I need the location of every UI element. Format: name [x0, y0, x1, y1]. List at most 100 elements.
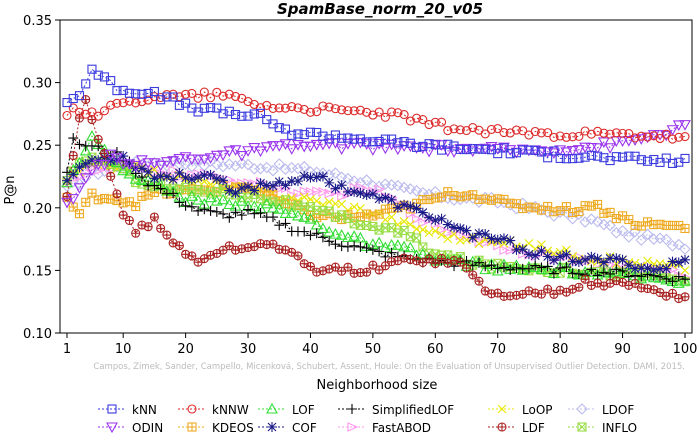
data-point-ldf: [119, 211, 128, 220]
data-point-knn: [530, 145, 540, 155]
data-point-cof: [511, 244, 522, 255]
data-point-knn: [599, 153, 609, 163]
data-point-ldf: [468, 270, 477, 279]
legend-marker-odin: [106, 422, 118, 434]
data-point-cof: [492, 234, 503, 245]
data-point-knn: [206, 103, 216, 113]
data-point-cof: [68, 169, 79, 180]
data-point-fastabod: [318, 187, 330, 197]
data-point-cof: [430, 215, 441, 226]
data-point-ldof: [610, 226, 623, 239]
data-point-ldf: [537, 290, 546, 299]
data-point-knn: [536, 147, 546, 157]
data-point-simplifiedlof: [680, 274, 690, 285]
data-point-ldof: [329, 167, 342, 179]
data-point-odin: [304, 141, 317, 153]
data-point-kdeos: [681, 224, 689, 233]
data-point-knn: [255, 108, 266, 118]
data-point-knn: [137, 89, 147, 99]
data-point-ldof: [672, 238, 685, 251]
data-point-cof: [230, 188, 241, 199]
data-point-simplifiedlof: [480, 261, 491, 272]
data-point-ldf: [250, 242, 259, 251]
chart-title: SpamBase_norm_20_v05: [277, 0, 483, 18]
data-point-odin: [248, 143, 261, 154]
data-point-ldf: [106, 172, 115, 181]
data-point-knn: [524, 145, 534, 155]
data-point-knn: [449, 141, 459, 151]
data-point-cof: [349, 186, 360, 197]
data-point-knnw: [287, 102, 297, 112]
data-point-knnw: [468, 123, 478, 133]
data-point-knnw: [81, 109, 91, 119]
data-point-ldf: [593, 279, 602, 288]
data-point-cof: [567, 256, 578, 267]
data-point-cof: [455, 223, 466, 234]
data-point-simplifiedlof: [548, 268, 559, 279]
data-point-odin: [92, 159, 105, 171]
data-point-knnw: [293, 103, 303, 113]
data-point-knnw: [187, 88, 197, 98]
data-point-ldf: [618, 278, 627, 287]
data-point-fastabod: [374, 184, 386, 195]
data-point-knnw: [193, 93, 203, 103]
data-point-loop: [430, 226, 440, 236]
data-point-knnw: [374, 107, 384, 117]
data-point-ldf: [425, 254, 434, 263]
data-point-cof: [255, 178, 266, 189]
data-point-knn: [412, 142, 422, 152]
data-point-simplifiedlof: [317, 232, 328, 243]
data-point-cof: [655, 263, 666, 274]
data-point-cof: [274, 176, 285, 187]
data-point-knn: [212, 103, 222, 113]
data-point-lof: [285, 207, 298, 218]
data-point-simplifiedlof: [611, 264, 622, 275]
data-point-simplifiedlof: [374, 246, 385, 257]
data-point-ldof: [604, 219, 616, 232]
data-point-knn: [505, 149, 515, 159]
data-point-loop: [680, 266, 690, 275]
data-point-odin: [572, 145, 585, 156]
data-point-ldof: [679, 243, 691, 255]
data-point-kdeos: [606, 208, 615, 217]
legend-label-kdeos: KDEOS: [212, 421, 254, 434]
data-point-knnw: [680, 131, 690, 142]
data-point-knnw: [518, 126, 528, 136]
data-point-inflo: [399, 225, 409, 235]
data-point-knnw: [305, 107, 316, 117]
data-point-cof: [573, 257, 584, 268]
legend-item-knnw: kNNW: [178, 403, 249, 417]
data-point-knn: [511, 148, 522, 158]
data-point-cof: [555, 251, 566, 262]
data-point-inflo: [380, 223, 390, 233]
data-point-knn: [224, 106, 234, 116]
data-point-knnw: [674, 132, 684, 142]
data-point-simplifiedlof: [617, 265, 628, 276]
data-point-cof: [523, 249, 534, 260]
data-point-simplifiedlof: [274, 220, 285, 231]
data-point-knn: [474, 144, 484, 154]
data-point-knn: [131, 89, 141, 99]
data-point-knnw: [493, 123, 503, 134]
data-point-inflo: [387, 223, 397, 233]
data-point-odin: [679, 120, 691, 131]
data-point-kdeos: [543, 202, 552, 211]
data-point-odin: [310, 139, 323, 151]
data-point-odin: [591, 143, 604, 154]
data-point-cof: [467, 232, 478, 243]
legend-label-simplifiedlof: SimplifiedLOF: [372, 403, 454, 417]
x-tick-label: 10: [115, 342, 132, 357]
series-line-knn: [66, 68, 686, 164]
data-point-ldf: [437, 254, 446, 263]
data-point-cof: [530, 250, 541, 261]
data-point-knnw: [418, 115, 428, 125]
data-point-ldf: [306, 262, 315, 271]
data-point-inflo: [355, 220, 365, 230]
data-point-knnw: [99, 106, 110, 116]
data-point-cof: [261, 180, 272, 191]
data-point-loop: [387, 212, 396, 222]
data-point-ldf: [431, 259, 440, 268]
data-point-cof: [86, 155, 97, 166]
legend-marker-inflo: [577, 422, 587, 432]
x-tick-label: 30: [240, 342, 257, 357]
